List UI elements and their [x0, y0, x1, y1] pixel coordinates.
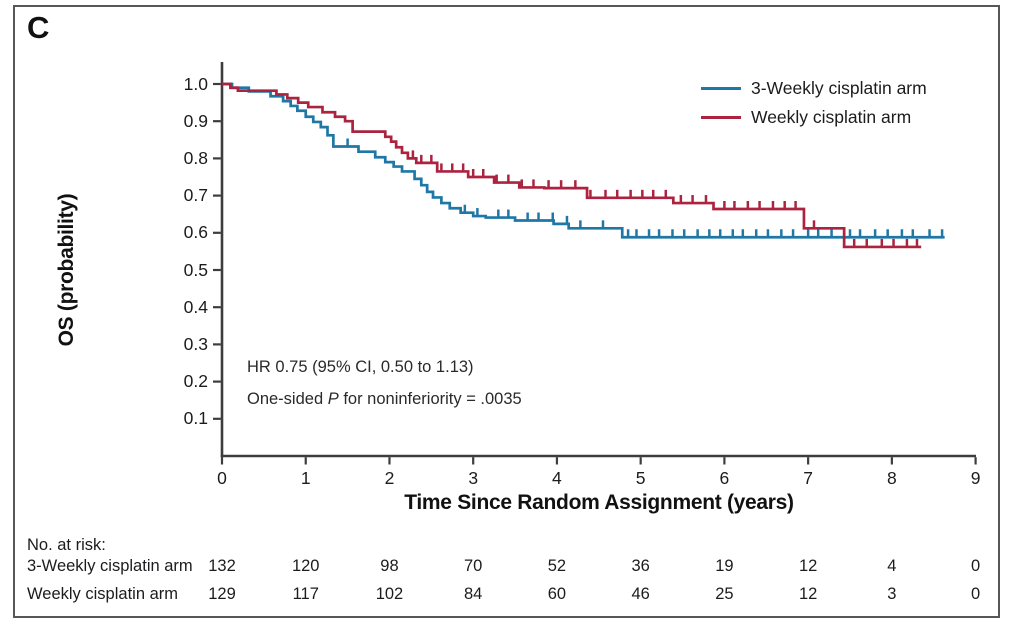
y-axis-title: OS (probability) — [55, 193, 78, 347]
risk-row-label: Weekly cisplatin arm — [27, 585, 178, 603]
legend-label: 3-Weekly cisplatin arm — [751, 78, 927, 98]
risk-count: 4 — [887, 557, 897, 575]
x-tick-label: 6 — [719, 468, 730, 488]
x-tick-label: 8 — [886, 468, 897, 488]
risk-count: 0 — [971, 557, 981, 575]
risk-count: 70 — [464, 557, 483, 575]
risk-count: 25 — [715, 585, 734, 603]
risk-count: 0 — [971, 585, 981, 603]
x-tick-label: 5 — [635, 468, 646, 488]
risk-table-title: No. at risk: — [27, 536, 106, 554]
risk-count: 102 — [375, 585, 404, 603]
y-tick-label: 0.7 — [183, 185, 208, 206]
p-value-annotation: One-sided P for noninferiority = .0035 — [247, 390, 522, 408]
hr-annotation: HR 0.75 (95% CI, 0.50 to 1.13) — [247, 358, 474, 376]
figure-border — [13, 5, 1000, 618]
x-tick-label: 0 — [217, 468, 227, 488]
x-tick-label: 7 — [803, 468, 813, 488]
legend: 3-Weekly cisplatin arm Weekly cisplatin … — [701, 74, 927, 132]
y-tick-label: 1.0 — [183, 73, 208, 94]
risk-count: 12 — [798, 557, 818, 575]
y-tick-label: 0.3 — [183, 333, 208, 354]
risk-count: 98 — [380, 557, 399, 575]
risk-count: 129 — [208, 585, 236, 603]
legend-item: 3-Weekly cisplatin arm — [701, 74, 927, 103]
risk-count: 117 — [292, 585, 319, 603]
x-tick-label: 1 — [300, 468, 311, 488]
x-axis-title: Time Since Random Assignment (years) — [404, 491, 794, 514]
stats-annotation: HR 0.75 (95% CI, 0.50 to 1.13) One-sided… — [247, 358, 522, 422]
risk-count: 36 — [631, 557, 650, 575]
risk-count: 3 — [887, 585, 897, 603]
risk-count: 84 — [464, 585, 483, 603]
risk-count: 52 — [547, 557, 567, 575]
legend-item: Weekly cisplatin arm — [701, 103, 927, 132]
panel-label: C — [27, 10, 50, 45]
x-tick-label: 2 — [384, 468, 395, 488]
risk-count: 46 — [631, 585, 650, 603]
x-tick-label: 9 — [970, 468, 981, 488]
legend-line-swatch — [701, 115, 741, 120]
survival-curve — [222, 82, 945, 239]
y-tick-label: 0.1 — [183, 408, 208, 429]
y-tick-label: 0.4 — [183, 296, 208, 317]
risk-count: 60 — [547, 585, 567, 603]
risk-count: 19 — [715, 557, 734, 575]
risk-row-label: 3-Weekly cisplatin arm — [27, 557, 193, 575]
survival-curve — [222, 82, 922, 249]
y-tick-label: 0.5 — [183, 259, 208, 280]
risk-count: 132 — [208, 557, 236, 575]
y-tick-label: 0.8 — [183, 147, 208, 168]
x-tick-label: 3 — [468, 468, 479, 488]
risk-count: 12 — [798, 585, 818, 603]
y-tick-label: 0.9 — [183, 110, 208, 131]
legend-label: Weekly cisplatin arm — [751, 107, 912, 127]
legend-line-swatch — [701, 86, 741, 91]
x-tick-label: 4 — [552, 468, 562, 488]
y-tick-label: 0.2 — [183, 371, 208, 392]
risk-count: 120 — [291, 557, 320, 575]
y-tick-label: 0.6 — [183, 222, 208, 243]
